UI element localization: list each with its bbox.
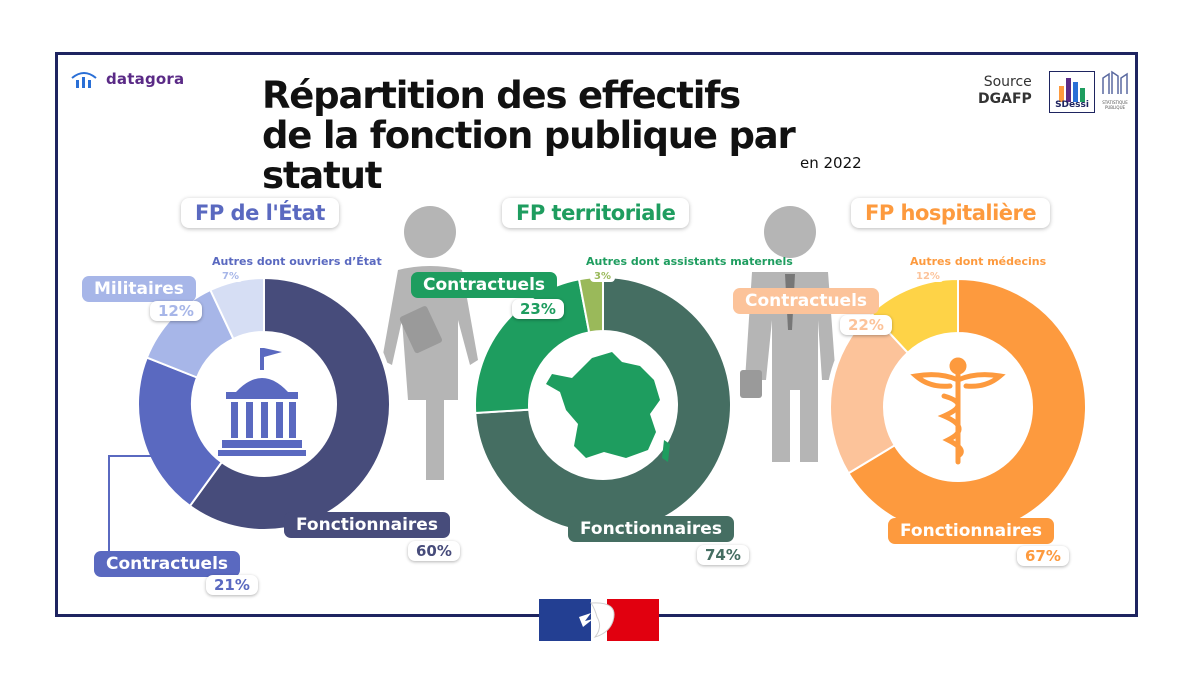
brand: datagora [70, 68, 184, 90]
label-hosp-fonctionnaires-pct: 67% [1017, 546, 1069, 566]
donut-slice-terr-autres [577, 275, 604, 334]
label-terr-autres: Autres dont assistants maternels [586, 255, 793, 268]
source-name: DGAFP [978, 91, 1032, 107]
title-line-1: Répartition des effectifs [262, 74, 741, 117]
label-etat-contractuels: Contractuels [94, 551, 241, 577]
datagora-logo-icon [71, 72, 97, 88]
title-line-2: de la fonction publique par statut [262, 114, 796, 197]
sdessi-logo-text: SDessi [1055, 100, 1089, 110]
label-etat-fonctionnaires: Fonctionnaires [284, 512, 450, 538]
woman-silhouette-icon [382, 206, 478, 480]
source: Source DGAFP [978, 74, 1032, 108]
bar-logo-icon [1059, 78, 1085, 102]
label-terr-contractuels-pct: 23% [512, 299, 564, 319]
france-map-icon [546, 352, 670, 462]
label-hosp-autres-pct: 12% [912, 271, 944, 282]
donut-slice-etat-autres [209, 276, 265, 341]
leader-line-etat-contractuels [108, 455, 170, 552]
label-etat-contractuels-pct: 21% [206, 575, 258, 595]
page-title: Répartition des effectifs de la fonction… [262, 76, 902, 196]
label-terr-contractuels: Contractuels [411, 272, 558, 298]
label-etat-militaires-pct: 12% [150, 301, 202, 321]
sdessi-logo: SDessi [1049, 71, 1095, 113]
label-terr-autres-pct: 3% [590, 271, 615, 282]
caduceus-icon [910, 357, 1006, 465]
government-building-icon [218, 348, 306, 456]
donut-slice-hosp-fonctionnaires [847, 277, 1087, 536]
label-etat-fonctionnaires-pct: 60% [408, 541, 460, 561]
label-terr-fonctionnaires: Fonctionnaires [568, 516, 734, 542]
marianne-flag-icon [539, 599, 659, 641]
label-terr-fonctionnaires-pct: 74% [697, 545, 749, 565]
statistique-publique-text: STATISTIQUE PUBLIQUE [1102, 100, 1128, 110]
subtitle: en 2022 [800, 154, 862, 172]
donut-slice-hosp-autres [869, 277, 959, 355]
marianne-logo [539, 599, 659, 641]
label-etat-autres: Autres dont ouvriers d’État [212, 255, 382, 268]
brand-name: datagora [106, 70, 185, 88]
section-title-etat: FP de l'État [181, 198, 339, 228]
label-etat-autres-pct: 7% [218, 271, 243, 282]
source-label: Source [983, 74, 1032, 90]
section-title-hospitaliere: FP hospitalière [851, 198, 1051, 228]
label-etat-militaires: Militaires [82, 276, 196, 302]
label-hosp-contractuels: Contractuels [733, 288, 880, 314]
donut-slice-terr-fonctionnaires [474, 275, 732, 534]
label-hosp-fonctionnaires: Fonctionnaires [888, 518, 1054, 544]
section-title-territoriale: FP territoriale [502, 198, 690, 228]
label-hosp-autres: Autres dont médecins [910, 255, 1047, 268]
label-hosp-contractuels-pct: 22% [840, 315, 892, 335]
statistique-publique-logo: STATISTIQUE PUBLIQUE [1100, 70, 1130, 112]
columns-logo-icon [1102, 70, 1128, 94]
donut-slice-etat-fonctionnaires [188, 276, 391, 531]
